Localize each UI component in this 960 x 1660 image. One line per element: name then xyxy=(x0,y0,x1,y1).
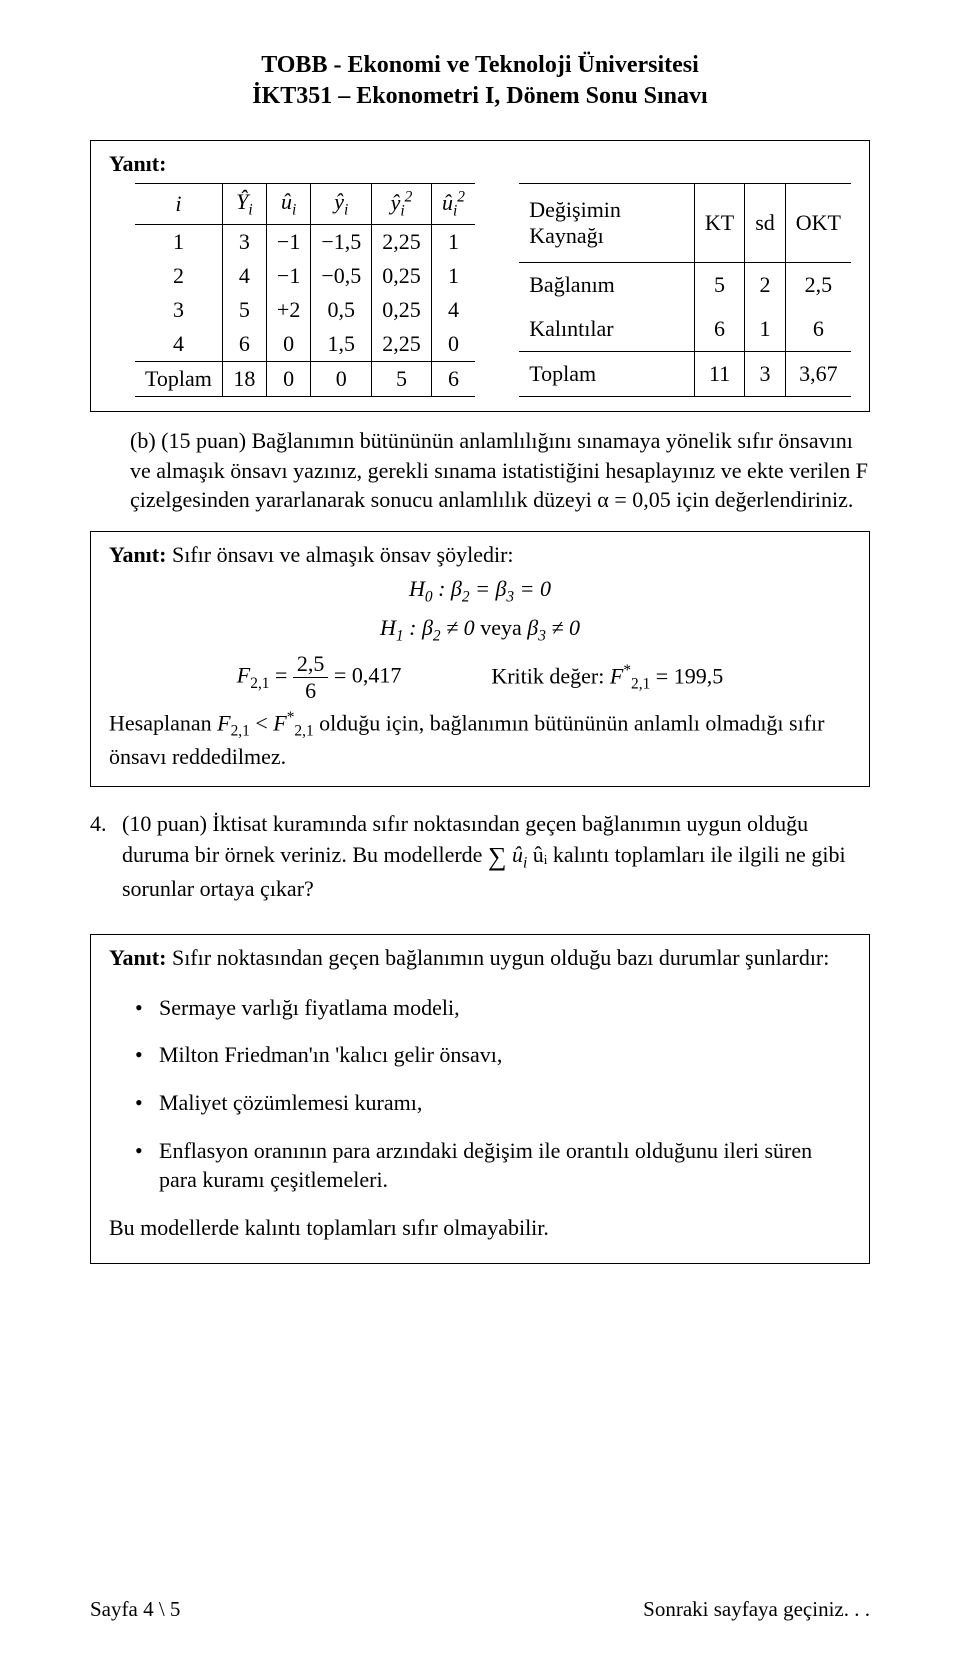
answer-label-1: Yanıt: xyxy=(109,151,166,176)
page-header: TOBB - Ekonomi ve Teknoloji Üniversitesi… xyxy=(90,50,870,112)
answer-label-3: Yanıt: xyxy=(109,945,166,970)
footer-left: Sayfa 4 \ 5 xyxy=(90,1597,180,1622)
answer-box-1: Yanıt: i Ŷi ûi ŷi ŷi2 ûi2 13−1−1,52,251 … xyxy=(90,140,870,412)
page-footer: Sayfa 4 \ 5 Sonraki sayfaya geçiniz. . . xyxy=(90,1597,870,1622)
footer-right: Sonraki sayfaya geçiniz. . . xyxy=(643,1597,870,1622)
f-statistic-row: F2,1 = 2,56 = 0,417 Kritik değer: F*2,1 … xyxy=(109,653,851,702)
question-4: 4. (10 puan) İktisat kuramında sıfır nok… xyxy=(90,809,870,904)
hypothesis-h1: H1 : β2 ≠ 0 veya β3 ≠ 0 xyxy=(109,615,851,645)
anova-table: Değişimin Kaynağı KT sd OKT Bağlanım522,… xyxy=(519,183,851,397)
list-item: Enflasyon oranının para arzındaki değişi… xyxy=(135,1136,851,1195)
answer-label-2: Yanıt: xyxy=(109,542,166,567)
conclusion-b: Hesaplanan F2,1 < F*2,1 olduğu için, bağ… xyxy=(109,708,851,772)
list-item: Maliyet çözümlemesi kuramı, xyxy=(135,1088,851,1118)
outro-3: Bu modellerde kalıntı toplamları sıfır o… xyxy=(109,1213,851,1243)
bullet-list: Sermaye varlığı fiyatlama modeli, Milton… xyxy=(135,993,851,1195)
answer-box-2: Yanıt: Sıfır önsavı ve almaşık önsav şöy… xyxy=(90,531,870,787)
answer-box-3: Yanıt: Sıfır noktasından geçen bağlanımı… xyxy=(90,934,870,1264)
header-line1: TOBB - Ekonomi ve Teknoloji Üniversitesi xyxy=(90,50,870,81)
hypothesis-h0: H0 : β2 = β3 = 0 xyxy=(109,576,851,606)
question-b: (b) (15 puan) Bağlanımın bütününün anlam… xyxy=(130,426,870,515)
list-item: Milton Friedman'ın 'kalıcı gelir önsavı, xyxy=(135,1040,851,1070)
data-table-1: i Ŷi ûi ŷi ŷi2 ûi2 13−1−1,52,251 24−1−0,… xyxy=(135,183,475,397)
list-item: Sermaye varlığı fiyatlama modeli, xyxy=(135,993,851,1023)
header-line2: İKT351 – Ekonometri I, Dönem Sonu Sınavı xyxy=(90,81,870,112)
